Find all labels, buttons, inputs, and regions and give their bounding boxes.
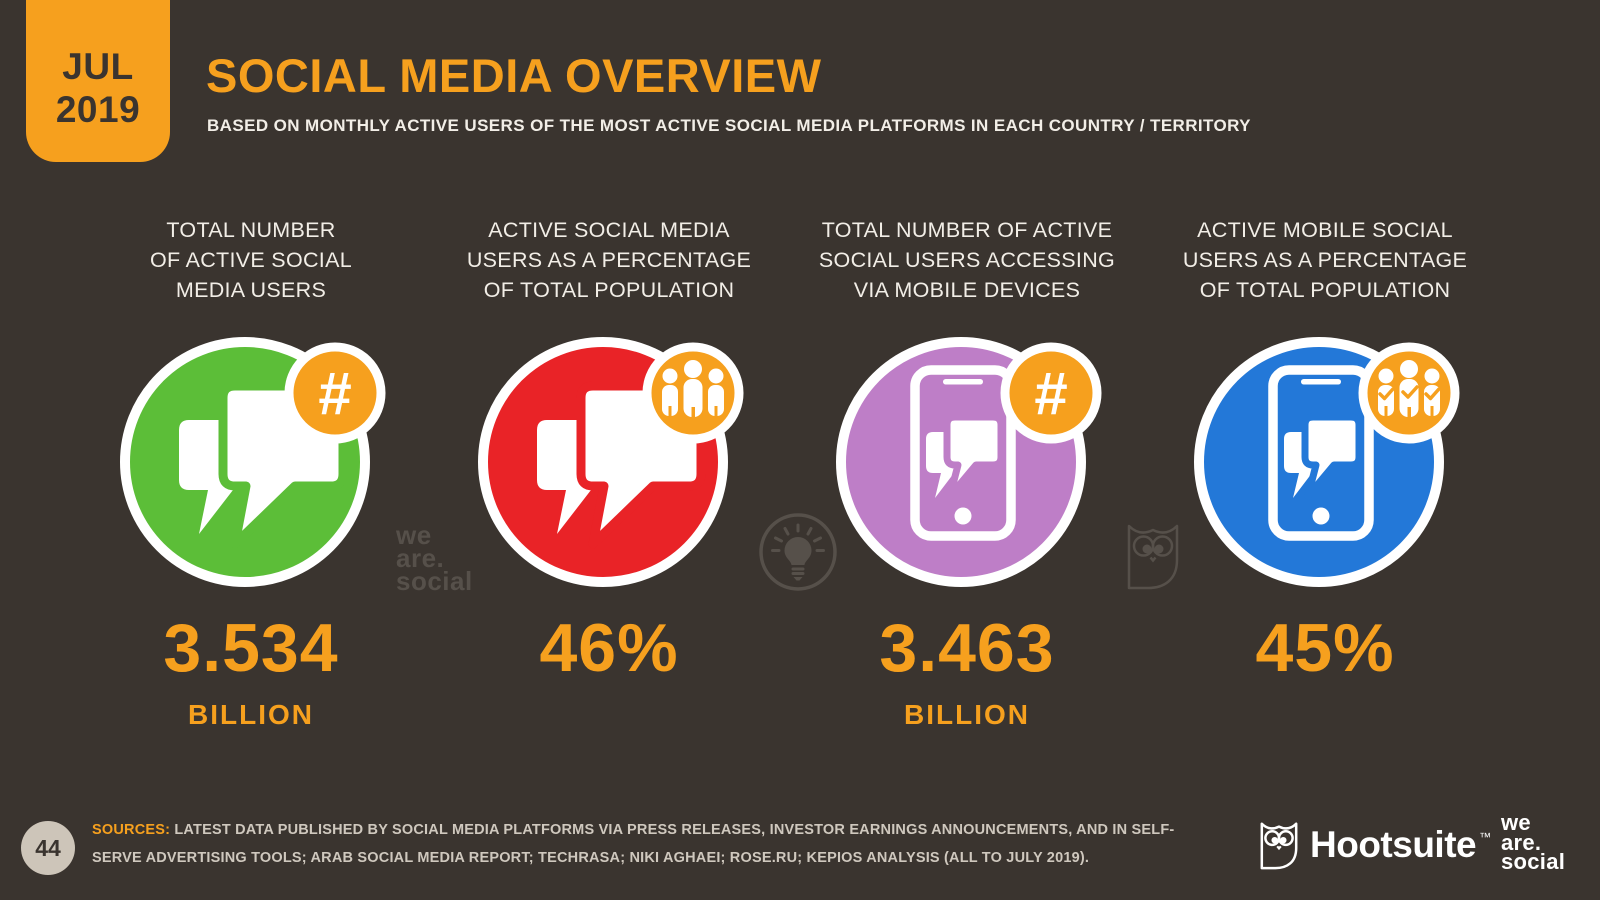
stat-heading: ACTIVE SOCIAL MEDIA USERS AS A PERCENTAG…: [466, 218, 752, 302]
stat-unit: BILLION: [904, 699, 1030, 730]
stat-value: 3.534: [163, 610, 339, 686]
stat-heading: TOTAL NUMBER OF ACTIVE SOCIAL USERS ACCE…: [818, 218, 1116, 302]
stat-column-mobile-users: TOTAL NUMBER OF ACTIVE SOCIAL USERS ACCE…: [788, 215, 1146, 733]
sources-text: SOURCES: LATEST DATA PUBLISHED BY SOCIAL…: [92, 822, 1175, 866]
sources-label: SOURCES:: [92, 822, 171, 838]
stat-column-total-users: TOTAL NUMBER OF ACTIVE SOCIAL MEDIA USER…: [72, 215, 430, 733]
we-are-social-watermark: we are. social: [396, 520, 473, 596]
page-number: 44: [35, 834, 61, 861]
owl-watermark-icon: [1124, 518, 1182, 597]
stat-heading: ACTIVE MOBILE SOCIAL USERS AS A PERCENTA…: [1182, 218, 1468, 302]
hootsuite-logo: Hootsuite ™: [1258, 818, 1491, 871]
hootsuite-wordmark: Hootsuite: [1310, 823, 1477, 865]
stat-value: 46%: [539, 610, 679, 686]
header: SOCIAL MEDIA OVERVIEW BASED ON MONTHLY A…: [206, 48, 1251, 136]
mobile-chat-people-check-icon: [1146, 314, 1504, 588]
page-subtitle: BASED ON MONTHLY ACTIVE USERS OF THE MOS…: [207, 116, 1251, 135]
stat-unit: BILLION: [188, 699, 314, 730]
people-icon: [662, 360, 724, 417]
stat-unit: [1146, 699, 1504, 733]
chat-bubbles-people-icon: [430, 314, 788, 588]
stat-columns: TOTAL NUMBER OF ACTIVE SOCIAL MEDIA USER…: [72, 215, 1504, 733]
hashtag-icon: #: [1034, 360, 1067, 427]
stat-unit: [430, 699, 788, 733]
page-number-badge: 44: [21, 821, 75, 875]
stat-column-users-percentage: ACTIVE SOCIAL MEDIA USERS AS A PERCENTAG…: [430, 215, 788, 733]
page-title: SOCIAL MEDIA OVERVIEW: [206, 49, 822, 102]
mobile-chat-hash-icon: #: [788, 314, 1146, 588]
lightbulb-watermark-icon: [756, 510, 840, 599]
we-are-social-logo: we are. social: [1501, 810, 1566, 874]
hootsuite-owl-icon: [1260, 822, 1298, 870]
people-check-icon: [1378, 360, 1441, 417]
date-year: 2019: [55, 89, 141, 130]
date-month: JUL: [62, 46, 134, 88]
chat-bubbles-hash-icon: #: [72, 314, 430, 588]
trademark-symbol: ™: [1479, 829, 1492, 844]
hashtag-icon: #: [318, 360, 351, 427]
stat-value: 45%: [1255, 610, 1395, 686]
date-badge: JUL 2019: [26, 0, 170, 162]
stat-value: 3.463: [879, 610, 1055, 686]
stat-heading: TOTAL NUMBER OF ACTIVE SOCIAL MEDIA USER…: [150, 218, 352, 302]
stat-column-mobile-percentage: ACTIVE MOBILE SOCIAL USERS AS A PERCENTA…: [1146, 215, 1504, 733]
